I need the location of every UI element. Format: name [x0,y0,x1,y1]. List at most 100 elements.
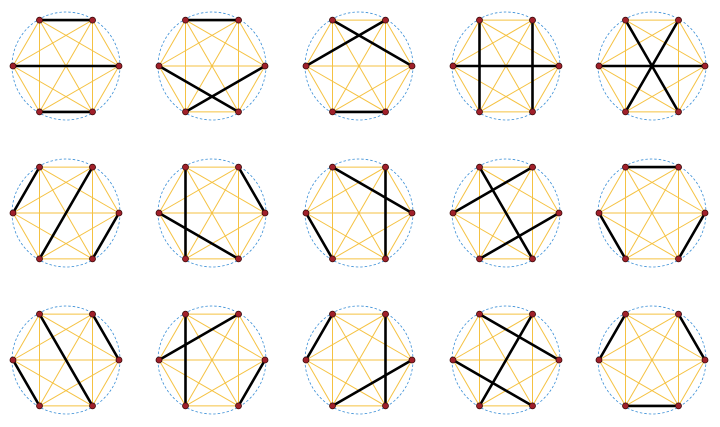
graph-edge [385,166,413,214]
graph-edge [678,166,706,214]
vertex [555,356,563,364]
graph-edge [12,65,93,113]
vertex [382,402,389,410]
vertex [9,62,17,70]
graph-edge [12,313,40,361]
vertex [155,356,163,364]
graph-edge [305,166,333,214]
graph-edge [238,65,266,113]
vertex [449,356,457,364]
matching-edge [38,165,94,261]
graph-edge [238,313,266,361]
graph-edge [598,19,626,67]
vertex [89,310,96,318]
graph-edge [12,65,40,113]
matching-edge [157,64,240,114]
vertex [622,310,629,318]
graph-edge [158,212,186,260]
vertex [382,310,389,318]
graph-edge [158,19,186,67]
matching-edge [237,165,267,215]
vertex [329,310,336,318]
matching-panel [302,305,416,415]
vertex [235,16,242,24]
graph-edge [92,166,120,214]
vertex [622,255,629,263]
graph-edge [12,359,93,407]
matching-panel [449,11,563,121]
matching-edge [38,312,94,408]
vertex [449,62,457,70]
vertex [675,402,682,410]
vertex [235,310,242,318]
graph-edge [92,359,120,407]
matching-edge [597,312,627,362]
graph-edge [158,359,239,407]
vertex [235,108,242,116]
vertex [382,16,389,24]
vertex [89,108,96,116]
matching-edge [331,18,414,68]
vertex [622,402,629,410]
vertex [235,163,242,171]
vertex [329,163,336,171]
graph-edge [12,19,40,67]
vertex [675,255,682,263]
vertex [701,62,709,70]
graph-edge [332,65,413,113]
vertex [302,62,310,70]
vertex [529,255,536,263]
graph-edge [238,212,266,260]
matching-panel [595,305,709,415]
matching-edge [451,358,534,408]
vertex [36,255,43,263]
vertex [476,402,483,410]
vertex [329,255,336,263]
graph-edge [452,65,480,113]
graph-edge [158,313,186,361]
graph-edge [625,212,706,260]
graph-edge [452,65,533,113]
vertex [329,108,336,116]
vertex [155,209,163,217]
matching-panel [9,158,123,268]
graph-edge [39,212,120,260]
graph-edge [12,212,40,260]
matching-panel [155,11,269,121]
vertex [182,310,189,318]
vertex [36,310,43,318]
graph-edge [385,359,413,407]
matching-panel [9,11,123,121]
matching-edge [91,312,121,362]
vertex [261,356,269,364]
vertex [182,108,189,116]
graph-edge [452,313,480,361]
vertex [595,356,603,364]
matching-panel [449,158,563,268]
vertex [595,209,603,217]
matching-panel [155,158,269,268]
vertex [449,209,457,217]
vertex [89,163,96,171]
graph-edge [185,359,266,407]
vertex [622,163,629,171]
graph-edge [238,19,266,67]
vertex [701,356,709,364]
matching-edge [304,312,334,362]
graph-edge [305,65,386,113]
matching-panel [595,158,709,268]
vertex [329,16,336,24]
vertex [622,108,629,116]
vertex [9,209,17,217]
vertex [36,108,43,116]
matching-edge [677,211,707,261]
vertex [382,108,389,116]
vertex [182,255,189,263]
graph-edge [305,359,333,407]
vertex [408,209,416,217]
graph-edge [92,19,120,67]
graph-edge [452,359,480,407]
vertex [261,209,269,217]
vertex [261,62,269,70]
